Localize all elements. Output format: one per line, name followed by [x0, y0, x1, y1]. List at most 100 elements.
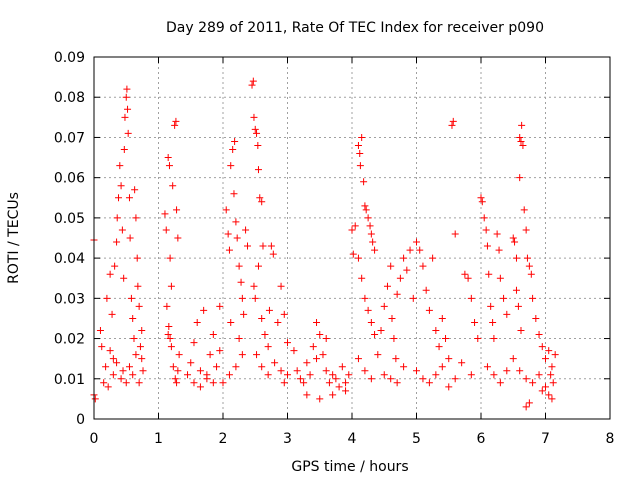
data-point-marker [400, 363, 408, 371]
data-point-marker [166, 254, 174, 262]
data-point-marker [445, 355, 453, 363]
data-point-marker [549, 379, 557, 387]
data-point-marker [335, 383, 343, 391]
data-point-marker [361, 294, 369, 302]
data-point-marker [303, 391, 311, 399]
data-point-marker [206, 351, 214, 359]
data-point-marker [383, 282, 391, 290]
data-point-marker [175, 351, 183, 359]
data-point-marker [235, 262, 243, 270]
data-point-marker [356, 150, 364, 158]
data-point-marker [496, 379, 504, 387]
data-point-marker [490, 335, 498, 343]
data-point-marker [425, 379, 433, 387]
data-point-marker [104, 383, 112, 391]
data-point-marker [545, 391, 553, 399]
data-point-marker [342, 387, 350, 395]
data-point-marker [102, 363, 110, 371]
data-point-marker [322, 335, 330, 343]
data-point-marker [438, 314, 446, 322]
data-point-marker [371, 331, 379, 339]
data-point-marker [356, 162, 364, 170]
data-point-marker [387, 375, 395, 383]
data-point-marker [416, 246, 424, 254]
data-point-marker [509, 234, 517, 242]
data-point-marker [280, 379, 288, 387]
data-point-marker [449, 117, 457, 125]
data-point-marker [169, 363, 177, 371]
data-point-marker [250, 282, 258, 290]
data-point-marker [358, 133, 366, 141]
data-point-marker [538, 343, 546, 351]
data-point-marker [264, 343, 272, 351]
data-point-marker [413, 238, 420, 246]
data-point-marker [209, 379, 217, 387]
data-point-marker [432, 371, 440, 379]
x-tick-label: 6 [477, 431, 486, 447]
data-point-marker [131, 186, 139, 194]
data-point-marker [216, 347, 224, 355]
data-point-marker [213, 363, 221, 371]
data-point-marker [493, 230, 501, 238]
data-point-marker [106, 347, 114, 355]
data-point-marker [171, 375, 179, 383]
data-point-marker [161, 210, 169, 218]
data-point-marker [409, 294, 417, 302]
data-point-marker [435, 343, 443, 351]
y-tick-label: 0.06 [54, 171, 85, 187]
data-point-marker [467, 294, 475, 302]
data-point-marker [256, 194, 264, 202]
data-point-marker [354, 254, 362, 262]
data-point-marker [134, 282, 142, 290]
data-point-marker [271, 359, 279, 367]
data-point-marker [516, 174, 524, 182]
data-point-marker [551, 351, 559, 359]
data-point-marker [117, 182, 125, 190]
data-point-marker [254, 141, 262, 149]
data-point-marker [545, 347, 553, 355]
data-point-marker [306, 371, 314, 379]
data-point-marker [519, 141, 527, 149]
data-point-marker [259, 242, 267, 250]
data-point-marker [113, 214, 121, 222]
data-point-marker [329, 391, 337, 399]
data-point-marker [495, 246, 503, 254]
data-point-marker [118, 226, 126, 234]
data-point-marker [342, 379, 350, 387]
data-point-marker [251, 294, 259, 302]
data-point-marker [354, 141, 362, 149]
x-tick-label: 1 [154, 431, 163, 447]
data-point-marker [525, 262, 533, 270]
data-point-marker [96, 327, 104, 335]
data-point-marker [173, 379, 181, 387]
data-point-marker [319, 351, 327, 359]
data-point-marker [165, 322, 173, 330]
data-point-marker [251, 125, 259, 133]
data-point-marker [135, 379, 143, 387]
data-point-marker [387, 262, 395, 270]
data-point-marker [406, 246, 414, 254]
data-point-marker [313, 318, 321, 326]
data-point-marker [293, 367, 301, 375]
data-point-marker [403, 266, 411, 274]
x-axis-ticks: 0 1 2 3 4 5 6 7 8 [90, 57, 615, 447]
data-point-marker [366, 222, 374, 230]
data-point-marker [274, 318, 282, 326]
data-point-marker [126, 234, 134, 242]
data-point-marker [422, 286, 430, 294]
data-point-marker [258, 363, 266, 371]
x-axis-label: GPS time / hours [291, 459, 408, 475]
data-point-marker [249, 77, 257, 85]
data-point-marker [480, 214, 488, 222]
data-point-marker [371, 246, 379, 254]
data-point-marker [517, 327, 525, 335]
data-point-marker [464, 274, 472, 282]
x-tick-label: 8 [606, 431, 615, 447]
x-tick-label: 7 [541, 431, 550, 447]
data-point-marker [325, 379, 333, 387]
data-point-marker [448, 121, 456, 129]
data-point-marker [364, 214, 372, 222]
data-point-marker [169, 182, 177, 190]
y-tick-label: 0.03 [54, 291, 85, 307]
